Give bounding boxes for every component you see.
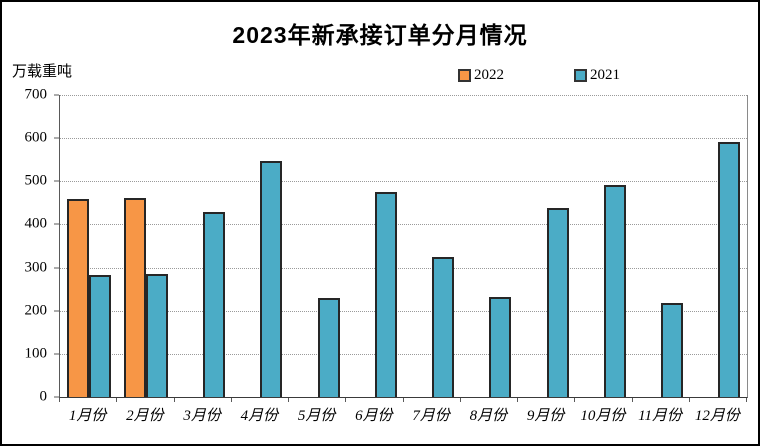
x-tick-label-7月份: 7月份 <box>412 408 450 424</box>
gridline-400 <box>60 224 747 226</box>
y-tick-label-600: 600 <box>24 129 48 146</box>
y-tick-label-500: 500 <box>24 172 48 189</box>
bar-group-6月份 <box>346 95 403 397</box>
legend-item-2021: 2021 <box>574 67 620 84</box>
x-tick-label-2月份: 2月份 <box>126 408 164 424</box>
bar-group-11月份 <box>633 95 690 397</box>
x-axis-ticks <box>59 398 747 402</box>
x-tick-label-8月份: 8月份 <box>469 408 508 424</box>
y-tick-label-200: 200 <box>24 302 48 319</box>
x-tick-label-10月份: 10月份 <box>580 408 626 424</box>
bar-group-10月份 <box>575 95 632 397</box>
bar-2021-2月份 <box>145 274 168 397</box>
bar-group-7月份 <box>404 95 461 397</box>
y-tick-mark-600 <box>54 137 59 139</box>
x-tick-mark-4 <box>288 398 289 402</box>
x-axis-labels: 1月份 2月份 3月份 4月份 5月份 6月份 7月份 8月份 9月份 10月份 11月份 12月份 <box>59 404 746 425</box>
bar-2021-10月份 <box>603 184 626 397</box>
bar-2021-12月份 <box>718 142 741 397</box>
x-tick-label-5月份: 5月份 <box>297 408 336 424</box>
bar-group-2月份 <box>117 95 174 397</box>
x-tick-label-6月份: 6月份 <box>355 408 393 424</box>
y-tick-mark-700 <box>54 94 59 96</box>
bar-2021-4月份 <box>260 161 283 397</box>
legend-swatch-2022 <box>458 69 471 82</box>
y-tick-label-100: 100 <box>24 345 48 362</box>
x-tick-mark-10 <box>631 398 633 402</box>
plot-area <box>59 95 748 398</box>
y-tick-mark-0 <box>54 396 59 398</box>
bar-group-12月份 <box>690 95 747 397</box>
legend-swatch-2021 <box>574 69 587 82</box>
x-tick-label-9月份: 9月份 <box>526 408 565 424</box>
gridline-500 <box>60 181 747 183</box>
bar-2021-5月份 <box>317 297 340 397</box>
x-tick-mark-8 <box>517 398 518 402</box>
y-tick-mark-200 <box>54 310 59 312</box>
bar-2021-9月份 <box>546 207 569 397</box>
bar-groups <box>60 95 747 397</box>
x-tick-mark-0 <box>59 398 60 402</box>
bar-group-8月份 <box>461 95 518 397</box>
y-axis-unit-label: 万载重吨 <box>12 63 73 80</box>
gridline-300 <box>60 267 747 269</box>
bar-2022-2月份 <box>123 197 146 397</box>
bar-2022-1月份 <box>66 198 89 397</box>
bar-group-1月份 <box>60 95 117 397</box>
chart-title: 2023年新承接订单分月情况 <box>232 22 528 48</box>
x-tick-mark-11 <box>688 398 690 402</box>
bar-group-4月份 <box>232 95 289 397</box>
legend-label-2021: 2021 <box>590 67 620 83</box>
x-tick-mark-6 <box>402 398 404 402</box>
gridline-100 <box>60 353 747 355</box>
x-tick-mark-2 <box>173 398 175 402</box>
x-tick-label-4月份: 4月份 <box>240 408 279 424</box>
legend: 2022 2021 <box>458 67 620 84</box>
x-tick-mark-1 <box>116 398 118 402</box>
gridline-700 <box>60 95 747 96</box>
x-tick-label-11月份: 11月份 <box>638 408 683 424</box>
bar-2021-7月份 <box>432 256 455 397</box>
bar-group-3月份 <box>175 95 232 397</box>
legend-label-2022: 2022 <box>474 67 504 83</box>
bar-2021-1月份 <box>88 275 111 397</box>
x-tick-mark-3 <box>230 398 232 402</box>
x-tick-label-3月份: 3月份 <box>183 408 221 424</box>
y-tick-label-300: 300 <box>24 259 48 276</box>
x-tick-mark-9 <box>574 398 576 402</box>
bar-2021-3月份 <box>203 212 226 397</box>
x-tick-label-12月份: 12月份 <box>694 408 740 424</box>
y-tick-label-0: 0 <box>39 388 48 405</box>
y-tick-mark-100 <box>54 353 59 355</box>
y-tick-label-700: 700 <box>24 86 48 103</box>
gridline-200 <box>60 310 747 312</box>
bar-group-9月份 <box>518 95 575 397</box>
y-tick-mark-300 <box>54 267 59 269</box>
bar-group-5月份 <box>289 95 346 397</box>
x-tick-mark-12 <box>746 398 747 402</box>
y-axis: 0 100 200 300 400 500 600 700 <box>2 87 59 405</box>
y-tick-mark-400 <box>54 223 59 225</box>
bar-2021-11月份 <box>661 302 684 397</box>
gridline-600 <box>60 138 747 140</box>
y-tick-label-400: 400 <box>24 215 48 232</box>
legend-item-2022: 2022 <box>458 67 504 84</box>
x-tick-mark-5 <box>345 398 347 402</box>
x-tick-mark-7 <box>459 398 461 402</box>
y-tick-mark-500 <box>54 180 59 182</box>
bar-2021-6月份 <box>374 192 397 397</box>
x-tick-label-1月份: 1月份 <box>68 408 107 424</box>
bar-2021-8月份 <box>489 296 512 397</box>
